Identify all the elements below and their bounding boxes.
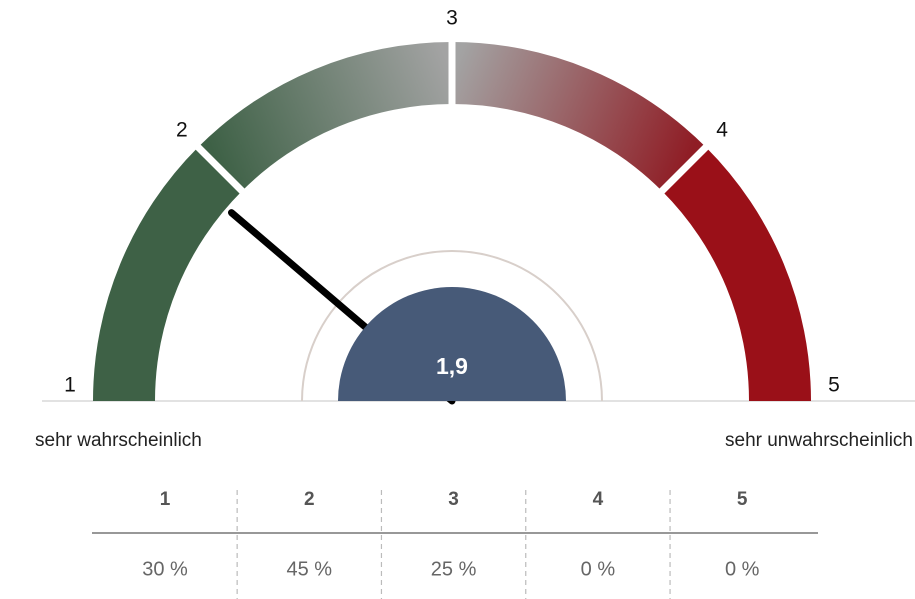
table-value: 45 % — [287, 558, 333, 580]
tick-gap — [658, 143, 710, 195]
gauge-band — [662, 147, 811, 401]
high-label: sehr unwahrscheinlich — [725, 430, 913, 451]
tick-label: 4 — [716, 118, 728, 141]
table-header: 2 — [304, 489, 315, 510]
table-header: 3 — [448, 489, 459, 510]
hub — [338, 287, 566, 401]
table-value: 30 % — [142, 558, 188, 580]
tick-label: 5 — [828, 374, 840, 397]
table-value: 0 % — [581, 558, 616, 580]
tick-gap — [194, 143, 246, 195]
table-header: 5 — [737, 489, 748, 510]
tick-label: 1 — [64, 374, 76, 397]
table-value: 0 % — [725, 558, 760, 580]
gauge-band — [93, 147, 242, 401]
table-header: 4 — [593, 489, 604, 510]
tick-label: 3 — [446, 7, 458, 30]
table-header: 1 — [160, 489, 171, 510]
hub-ring — [301, 250, 603, 402]
tick-label: 2 — [176, 118, 188, 141]
table-value: 25 % — [431, 558, 477, 580]
gauge-band — [198, 42, 452, 191]
value-label: 1,9 — [436, 353, 468, 379]
low-label: sehr wahrscheinlich — [35, 430, 202, 451]
gauge-band — [452, 42, 706, 191]
